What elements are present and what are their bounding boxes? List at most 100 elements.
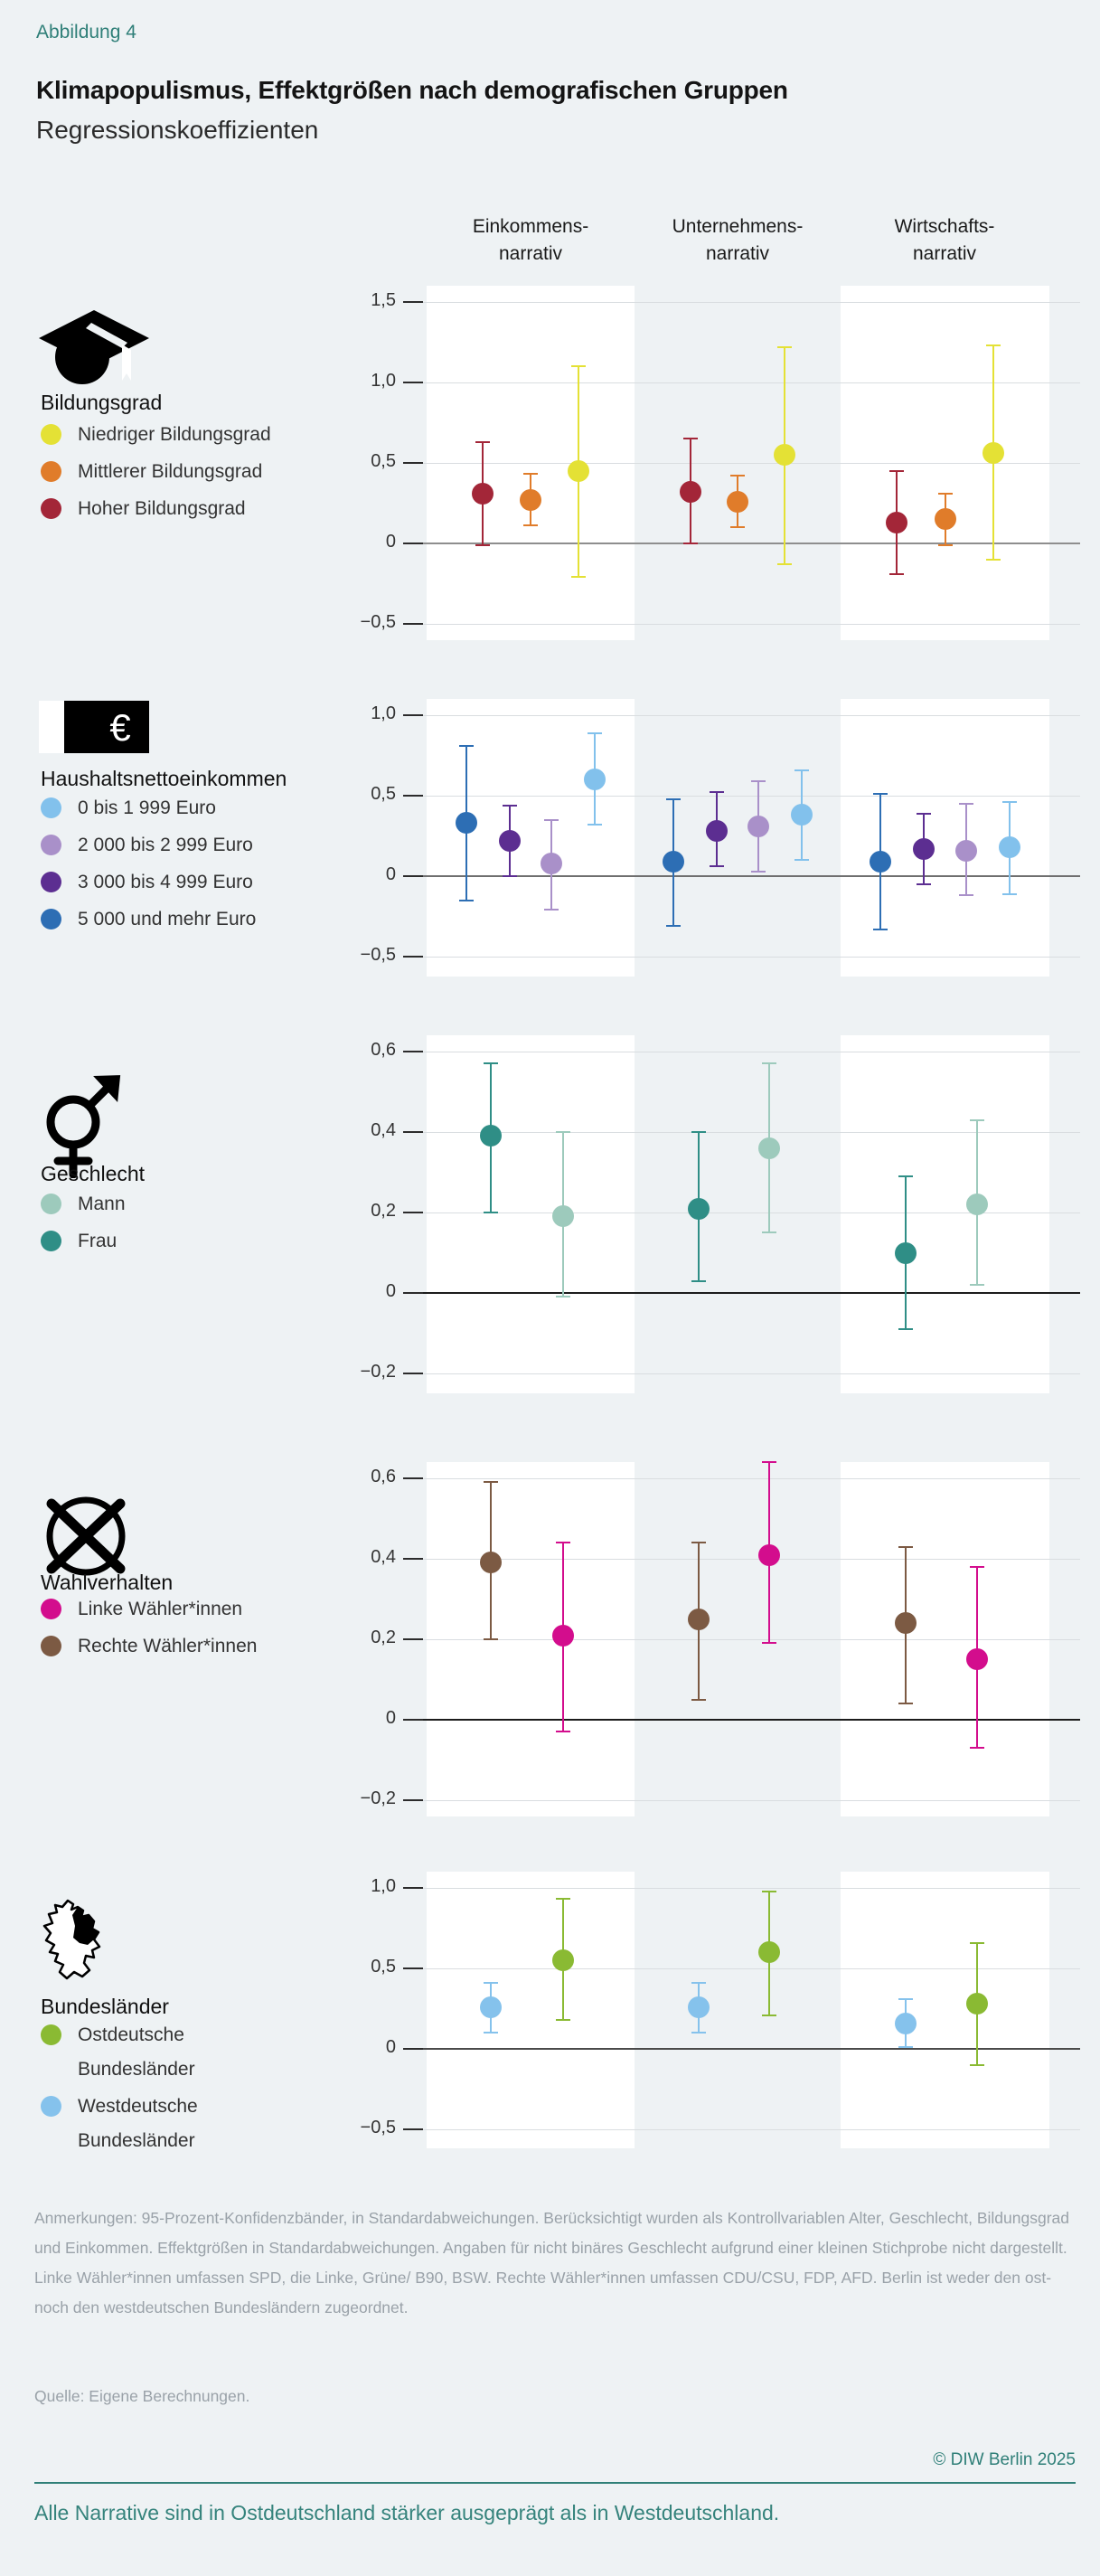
legend-title: Geschlecht: [41, 1162, 146, 1185]
axis-tick: [403, 2128, 423, 2130]
confidence-interval-cap: [475, 543, 491, 546]
confidence-interval-cap: [917, 882, 932, 885]
gridline: [420, 1373, 1080, 1374]
confidence-interval-cap: [985, 344, 1001, 347]
confidence-interval-cap: [666, 797, 682, 800]
data-point: [567, 459, 589, 482]
axis-tick: [403, 382, 423, 383]
confidence-interval-cap: [691, 2032, 706, 2034]
confidence-interval-cap: [958, 894, 973, 897]
legend-dot-icon: [41, 872, 61, 892]
data-point: [790, 804, 813, 826]
gridline: [420, 2129, 1080, 2130]
source: Quelle: Eigene Berechnungen.: [34, 2387, 250, 2405]
confidence-interval-cap: [917, 812, 932, 815]
confidence-interval-cap: [970, 2063, 985, 2066]
confidence-interval-cap: [872, 793, 888, 796]
confidence-interval-cap: [898, 1328, 913, 1331]
column-background: [841, 699, 1049, 977]
gender-icon: [39, 1071, 129, 1183]
confidence-interval-cap: [762, 1231, 777, 1234]
legend-items: 0 bis 1 999 Euro 2 000 bis 2 999 Euro 3 00…: [41, 797, 256, 945]
gridline: [420, 382, 1080, 383]
legend-label: Ostdeutsche Bundesländer: [78, 2024, 195, 2080]
data-point: [747, 815, 769, 837]
data-point: [758, 1941, 781, 1964]
legend-label: Westdeutsche Bundesländer: [78, 2096, 198, 2151]
zero-line: [420, 875, 1080, 877]
data-point: [687, 1197, 710, 1220]
axis-tick: [403, 795, 423, 797]
legend-item: 2 000 bis 2 999 Euro: [41, 834, 256, 857]
data-point: [520, 488, 541, 511]
axis-tick-label: −0,2: [360, 1788, 396, 1808]
gridline: [420, 1888, 1080, 1889]
confidence-interval-cap: [1002, 892, 1018, 895]
axis-tick-label: 0,5: [371, 451, 396, 471]
gridline: [420, 463, 1080, 464]
axis-tick: [403, 1292, 423, 1294]
confidence-interval-cap: [523, 473, 538, 476]
confidence-interval-cap: [484, 1062, 499, 1065]
zero-line: [420, 2048, 1080, 2050]
data-point: [455, 812, 477, 835]
confidence-interval-cap: [750, 870, 766, 873]
data-point: [966, 1194, 989, 1216]
confidence-interval-cap: [898, 1997, 913, 2000]
legend-title: Wahlverhalten: [41, 1571, 174, 1594]
legend-label: 5 000 und mehr Euro: [78, 909, 257, 929]
legend-items: Niedriger Bildungsgrad Mittlerer Bildungs…: [41, 423, 271, 534]
axis-tick-label: 1,0: [371, 1876, 396, 1896]
page-title: Klimapopulismus, Effektgrößen nach demog…: [36, 76, 788, 104]
legend-item: Ostdeutsche Bundesländer: [41, 2024, 198, 2081]
confidence-interval-cap: [762, 1461, 777, 1464]
data-point: [679, 481, 701, 504]
legend-label: Niedriger Bildungsgrad: [78, 424, 271, 445]
confidence-interval-cap: [555, 1731, 570, 1733]
confidence-interval-cap: [970, 1747, 985, 1750]
axis-tick: [403, 1212, 423, 1213]
confidence-interval-cap: [762, 1062, 777, 1065]
confidence-interval-cap: [523, 524, 538, 527]
confidence-interval-cap: [777, 563, 793, 566]
legend-label: Mittlerer Bildungsgrad: [78, 461, 263, 482]
axis-tick: [403, 623, 423, 625]
axis-tick: [403, 301, 423, 303]
legend-dot-icon: [41, 909, 61, 929]
panel-geschlecht: 0,6 0,4 0,2 0 −0,2 Geschlecht Mann Frau: [0, 1035, 1100, 1393]
legend-item: Westdeutsche Bundesländer: [41, 2095, 198, 2153]
gridline: [420, 1478, 1080, 1479]
column-background: [427, 699, 635, 977]
confidence-interval-cap: [898, 1545, 913, 1548]
legend-dot-icon: [41, 1194, 61, 1214]
confidence-interval-cap: [555, 1296, 570, 1298]
legend-item: 5 000 und mehr Euro: [41, 908, 256, 931]
axis-tick-label: 0,5: [371, 1957, 396, 1977]
data-point: [894, 1612, 917, 1635]
confidence-interval-cap: [691, 1982, 706, 1985]
data-point: [480, 1125, 503, 1147]
legend-label: 2 000 bis 2 999 Euro: [78, 835, 253, 855]
axis-tick-label: 0,2: [371, 1628, 396, 1647]
gridline: [420, 1559, 1080, 1560]
confidence-interval-cap: [970, 1941, 985, 1944]
zero-line: [420, 1719, 1080, 1721]
data-point: [551, 1205, 574, 1228]
data-point: [480, 1552, 503, 1574]
data-point: [966, 1993, 989, 2015]
axis-tick-label: 1,0: [371, 703, 396, 723]
data-point: [499, 829, 521, 852]
axis-tick: [403, 1887, 423, 1889]
data-point: [966, 1648, 989, 1671]
axis-tick: [403, 1477, 423, 1479]
chart-bildungsgrad: 1,5 1,0 0,5 0 −0,5: [0, 286, 1100, 640]
data-point: [894, 1241, 917, 1264]
axis-tick-label: 0,2: [371, 1201, 396, 1221]
axis-tick-label: 0: [385, 1281, 396, 1301]
axis-tick-label: 0,6: [371, 1467, 396, 1486]
legend-dot-icon: [41, 498, 61, 519]
gridline: [420, 796, 1080, 797]
data-point: [706, 820, 729, 843]
key-message: Alle Narrative sind in Ostdeutschland st…: [34, 2501, 780, 2524]
svg-text:€: €: [109, 706, 130, 749]
